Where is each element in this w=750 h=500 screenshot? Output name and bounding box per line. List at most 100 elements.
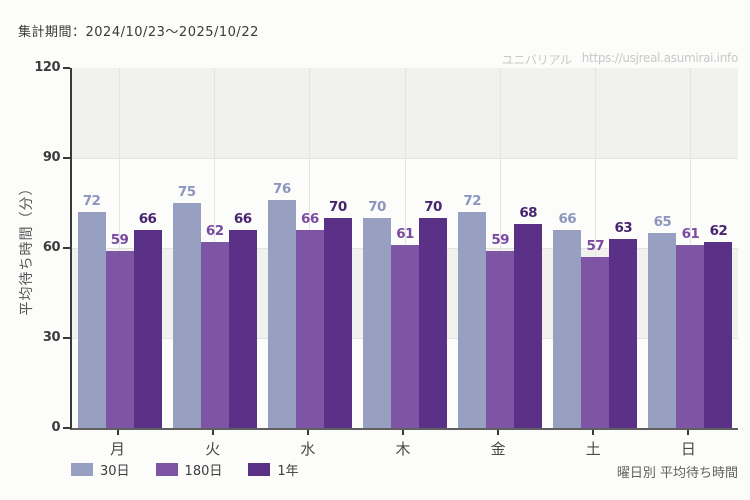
bar-series-3[interactable]: 66 <box>133 211 162 428</box>
legend-label: 30日 <box>100 464 130 479</box>
legend-label: 180日 <box>184 464 223 479</box>
x-axis-label-1: 月 <box>110 440 126 458</box>
bar-series-3[interactable]: 63 <box>609 220 638 428</box>
bar-group-3: 76 66 70 <box>262 68 357 428</box>
bar-value-label: 70 <box>368 199 386 215</box>
v-gridline <box>119 68 121 428</box>
bar-value-label: 66 <box>138 211 157 227</box>
bar-series-1[interactable]: 72 <box>77 193 106 428</box>
bar-series-2[interactable]: 59 <box>486 232 515 428</box>
legend-item-2[interactable]: 180日 <box>155 460 223 479</box>
bar-group-5: 72 59 68 <box>453 68 548 428</box>
bar-series-2[interactable]: 61 <box>676 226 705 428</box>
legend: 30日 180日 1年 <box>71 460 299 479</box>
y-tick-mark <box>63 247 70 249</box>
chart-caption: 曜日別 平均待ち時間 <box>616 466 738 481</box>
x-tick-mark <box>592 430 595 435</box>
watermark-brand: ユニバリアル <box>501 53 572 67</box>
bar-row: 75 62 66 <box>167 184 262 428</box>
bar-series-2[interactable]: 59 <box>105 232 134 428</box>
bar-series-2[interactable]: 61 <box>390 226 419 428</box>
bar-series-3[interactable]: 66 <box>228 211 257 428</box>
x-tick-mark <box>687 430 690 435</box>
bar-series-2[interactable]: 66 <box>295 211 324 428</box>
bar-series-1[interactable]: 72 <box>458 193 487 428</box>
bar-row: 72 59 68 <box>453 193 548 428</box>
bar-series-1[interactable]: 76 <box>267 181 296 428</box>
bar-series-2[interactable]: 57 <box>581 238 610 428</box>
bar-series-2[interactable]: 62 <box>200 223 229 428</box>
bar-value-label: 63 <box>614 220 633 236</box>
bar-row: 72 59 66 <box>72 193 167 428</box>
bar-series-3[interactable]: 62 <box>704 223 733 428</box>
bar-series-1[interactable]: 75 <box>172 184 201 428</box>
plot-area: 72 59 66 75 62 66 76 66 70 70 61 70 72 59 68 66 57 63 65 61… <box>70 68 738 430</box>
bar-value-label: 61 <box>396 226 414 242</box>
x-axis-label-4: 木 <box>395 440 411 458</box>
bar-value-label: 66 <box>301 211 319 227</box>
bar-row: 66 57 63 <box>548 211 643 428</box>
report-period-label: 集計期間：2024/10/23〜2025/10/22 <box>18 25 259 40</box>
y-tick-label: 30 <box>42 330 61 345</box>
bar-group-6: 66 57 63 <box>548 68 643 428</box>
x-axis-label-6: 土 <box>585 440 601 458</box>
bar-value-label: 75 <box>177 184 196 200</box>
bar-row: 65 61 62 <box>643 214 738 428</box>
bar-series-1[interactable]: 70 <box>362 199 391 428</box>
y-tick-mark <box>63 157 70 159</box>
bar-group-2: 75 62 66 <box>167 68 262 428</box>
bar-value-label: 66 <box>233 211 252 227</box>
y-tick-label: 0 <box>51 420 60 435</box>
bar-group-7: 65 61 62 <box>643 68 738 428</box>
x-axis-label-3: 水 <box>300 440 316 458</box>
y-tick-mark <box>63 337 70 339</box>
legend-item-1[interactable]: 30日 <box>71 460 130 479</box>
watermark: ユニバリアル https://usjreal.asumirai.info <box>501 51 739 68</box>
watermark-url: https://usjreal.asumirai.info <box>581 51 739 65</box>
x-tick-mark <box>402 430 404 435</box>
x-tick-mark <box>306 430 309 435</box>
x-axis-label-5: 金 <box>490 440 506 458</box>
bar-value-label: 66 <box>558 211 577 227</box>
y-tick-label: 60 <box>42 240 61 255</box>
bar-series-3[interactable]: 70 <box>323 199 352 428</box>
bar-value-label: 72 <box>463 193 481 209</box>
bar-series-1[interactable]: 66 <box>553 211 582 428</box>
legend-item-3[interactable]: 1年 <box>248 460 299 479</box>
y-tick-mark <box>63 427 70 429</box>
y-tick-label: 90 <box>42 150 61 165</box>
x-tick-mark <box>497 430 500 435</box>
x-tick-mark <box>116 430 119 435</box>
bar-value-label: 72 <box>82 193 101 209</box>
bar-value-label: 62 <box>709 223 728 239</box>
bar-value-label: 59 <box>491 232 509 248</box>
bar-groups: 72 59 66 75 62 66 76 66 70 70 61 70 72 59 68 66 57 63 65 61… <box>72 68 738 428</box>
legend-label: 1年 <box>277 464 299 479</box>
bar-series-3[interactable]: 68 <box>514 205 543 428</box>
y-tick-label: 120 <box>34 60 60 75</box>
x-axis-label-7: 日 <box>680 440 696 458</box>
bar-value-label: 57 <box>586 238 605 254</box>
legend-swatch <box>155 463 178 476</box>
bar-group-1: 72 59 66 <box>72 68 167 428</box>
v-gridline <box>499 68 501 428</box>
legend-swatch <box>71 463 93 476</box>
x-axis-label-2: 火 <box>205 440 221 458</box>
y-tick-mark <box>63 67 70 69</box>
bar-row: 76 66 70 <box>262 181 357 428</box>
bar-value-label: 59 <box>110 232 129 248</box>
bar-value-label: 70 <box>329 199 347 215</box>
bar-value-label: 70 <box>424 199 442 215</box>
bar-series-1[interactable]: 65 <box>648 214 677 428</box>
legend-swatch <box>248 463 271 476</box>
bar-group-4: 70 61 70 <box>357 68 452 428</box>
x-tick-mark <box>211 430 214 435</box>
bar-value-label: 65 <box>653 214 672 230</box>
v-gridline <box>594 68 596 428</box>
bar-value-label: 76 <box>273 181 291 197</box>
bar-value-label: 68 <box>519 205 537 221</box>
bar-value-label: 61 <box>681 226 700 242</box>
bar-series-3[interactable]: 70 <box>418 199 447 428</box>
bar-value-label: 62 <box>205 223 224 239</box>
